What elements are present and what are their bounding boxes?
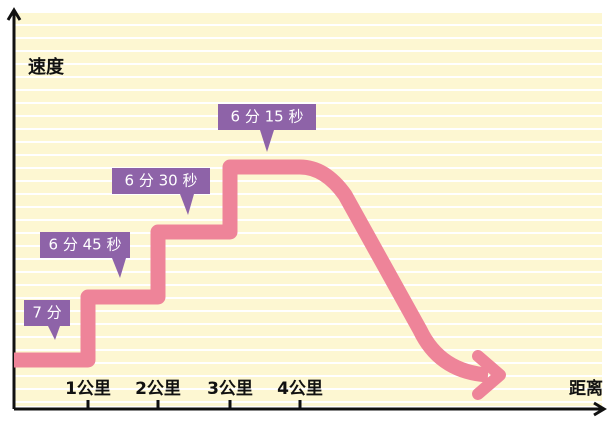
x-label: 2公里 [135,379,181,399]
background [14,12,602,406]
x-label: 4公里 [277,379,323,399]
callout: 6 分 45 秒 [40,232,130,278]
x-label: 1公里 [65,379,111,399]
callout-text: 7 分 [32,304,61,322]
callout: 6 分 30 秒 [112,168,210,215]
callout-text: 6 分 15 秒 [231,108,304,126]
speed-line [14,159,489,383]
axes [6,7,607,417]
callout: 7 分 [24,300,70,340]
callout: 6 分 15 秒 [218,104,316,152]
y-axis-label: 速度 [28,56,65,78]
callout-text: 6 分 45 秒 [49,236,122,254]
callout-text: 6 分 30 秒 [125,172,198,190]
x-axis-label: 距离 [569,378,603,399]
x-label: 3公里 [207,379,253,399]
arrow-head [472,350,506,400]
